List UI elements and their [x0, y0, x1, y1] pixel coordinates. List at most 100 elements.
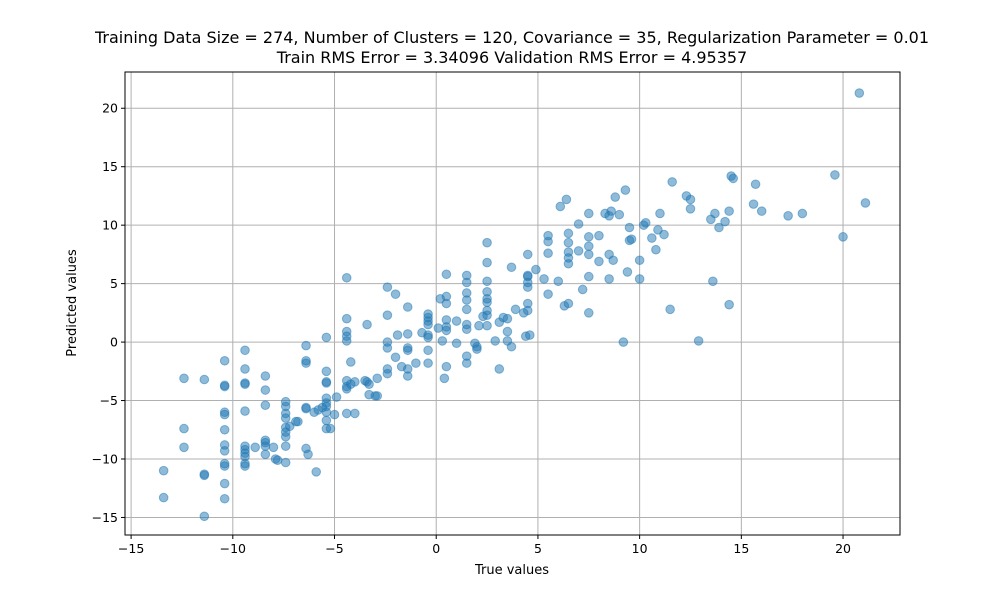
scatter-point	[783, 211, 793, 221]
x-tick-label: 10	[632, 541, 648, 556]
scatter-point	[543, 248, 553, 259]
scatter-point	[350, 408, 360, 419]
scatter-point	[573, 246, 584, 256]
scatter-point	[647, 233, 657, 243]
scatter-point	[158, 465, 169, 476]
scatter-point	[331, 392, 342, 402]
scatter-point	[724, 206, 734, 216]
scatter-point	[577, 284, 588, 295]
scatter-point	[482, 297, 492, 308]
scatter-point	[555, 201, 566, 212]
scatter-point	[797, 208, 808, 219]
scatter-point	[280, 413, 291, 423]
scatter-point	[563, 298, 574, 309]
scatter-point	[583, 308, 594, 318]
scatter-point	[321, 378, 332, 388]
scatter-point	[854, 88, 865, 98]
scatter-point	[311, 467, 322, 477]
scatter-point	[350, 377, 360, 387]
scatter-point	[573, 219, 584, 229]
scatter-point	[608, 255, 618, 266]
scatter-point	[522, 282, 533, 292]
scatter-point	[382, 282, 393, 292]
scatter-point	[199, 511, 210, 522]
x-tick-label: −15	[118, 541, 144, 556]
scatter-point	[390, 352, 401, 363]
scatter-point	[325, 423, 336, 434]
scatter-point	[594, 256, 604, 267]
scatter-point	[594, 230, 604, 241]
scatter-point	[219, 409, 230, 420]
scatter-point	[482, 276, 492, 287]
scatter-point	[280, 431, 291, 442]
scatter-point	[240, 406, 250, 416]
scatter-point	[626, 234, 637, 244]
scatter-point	[301, 340, 311, 351]
scatter-point	[461, 304, 472, 315]
scatter-point	[364, 379, 374, 389]
scatter-point	[423, 332, 433, 343]
scatter-point	[439, 373, 450, 384]
chart-subtitle: Train RMS Error = 3.34096 Validation RMS…	[276, 48, 747, 67]
scatter-point	[423, 345, 433, 356]
grid-lines	[125, 72, 900, 535]
chart-title: Training Data Size = 274, Number of Clus…	[94, 28, 929, 47]
scatter-point	[583, 249, 594, 260]
scatter-point	[219, 478, 230, 489]
scatter-point	[750, 179, 761, 190]
scatter-point	[219, 446, 230, 456]
scatter-point	[321, 366, 332, 377]
scatter-point	[260, 400, 271, 411]
scatter-point	[451, 338, 462, 349]
scatter-point	[382, 343, 393, 353]
scatter-point	[219, 461, 230, 471]
scatter-point	[382, 310, 393, 320]
scatter-point	[482, 320, 492, 331]
scatter-point	[441, 325, 452, 336]
scatter-point	[472, 344, 482, 354]
scatter-point	[402, 329, 413, 339]
y-axis-ticks: −15 −10 −5 0 5 10 15 20	[92, 101, 125, 525]
scatter-point	[583, 241, 594, 252]
scatter-point	[693, 336, 704, 346]
scatter-point	[372, 391, 383, 401]
scatter-point	[482, 237, 492, 248]
scatter-point	[372, 373, 383, 384]
scatter-point	[451, 316, 462, 326]
scatter-point	[728, 173, 739, 184]
scatter-point	[614, 209, 625, 220]
scatter-point	[482, 257, 492, 268]
scatter-point	[240, 461, 250, 471]
scatter-point	[341, 408, 352, 419]
y-tick-label: −15	[92, 510, 118, 525]
scatter-point	[640, 218, 651, 228]
scatter-point	[685, 203, 696, 214]
scatter-point	[724, 299, 734, 310]
x-tick-label: 15	[733, 541, 749, 556]
scatter-point	[553, 276, 564, 287]
scatter-point	[260, 449, 271, 460]
scatter-point	[543, 236, 553, 247]
scatter-point	[624, 222, 635, 233]
scatter-point	[280, 441, 291, 451]
scatter-point	[293, 416, 303, 427]
x-tick-label: −10	[220, 541, 246, 556]
y-tick-label: 5	[110, 276, 118, 291]
scatter-point	[604, 274, 614, 284]
scatter-point	[622, 267, 633, 277]
scatter-point	[461, 277, 472, 288]
scatter-point	[382, 368, 393, 379]
scatter-point	[260, 441, 271, 451]
scatter-point	[583, 232, 594, 242]
scatter-point	[714, 222, 724, 233]
scatter-point	[651, 244, 661, 255]
scatter-point	[583, 271, 594, 282]
data-points	[158, 88, 871, 522]
scatter-point	[341, 336, 352, 346]
scatter-point	[329, 409, 340, 420]
scatter-point	[301, 358, 311, 368]
scatter-point	[506, 341, 517, 352]
scatter-point	[506, 262, 517, 273]
